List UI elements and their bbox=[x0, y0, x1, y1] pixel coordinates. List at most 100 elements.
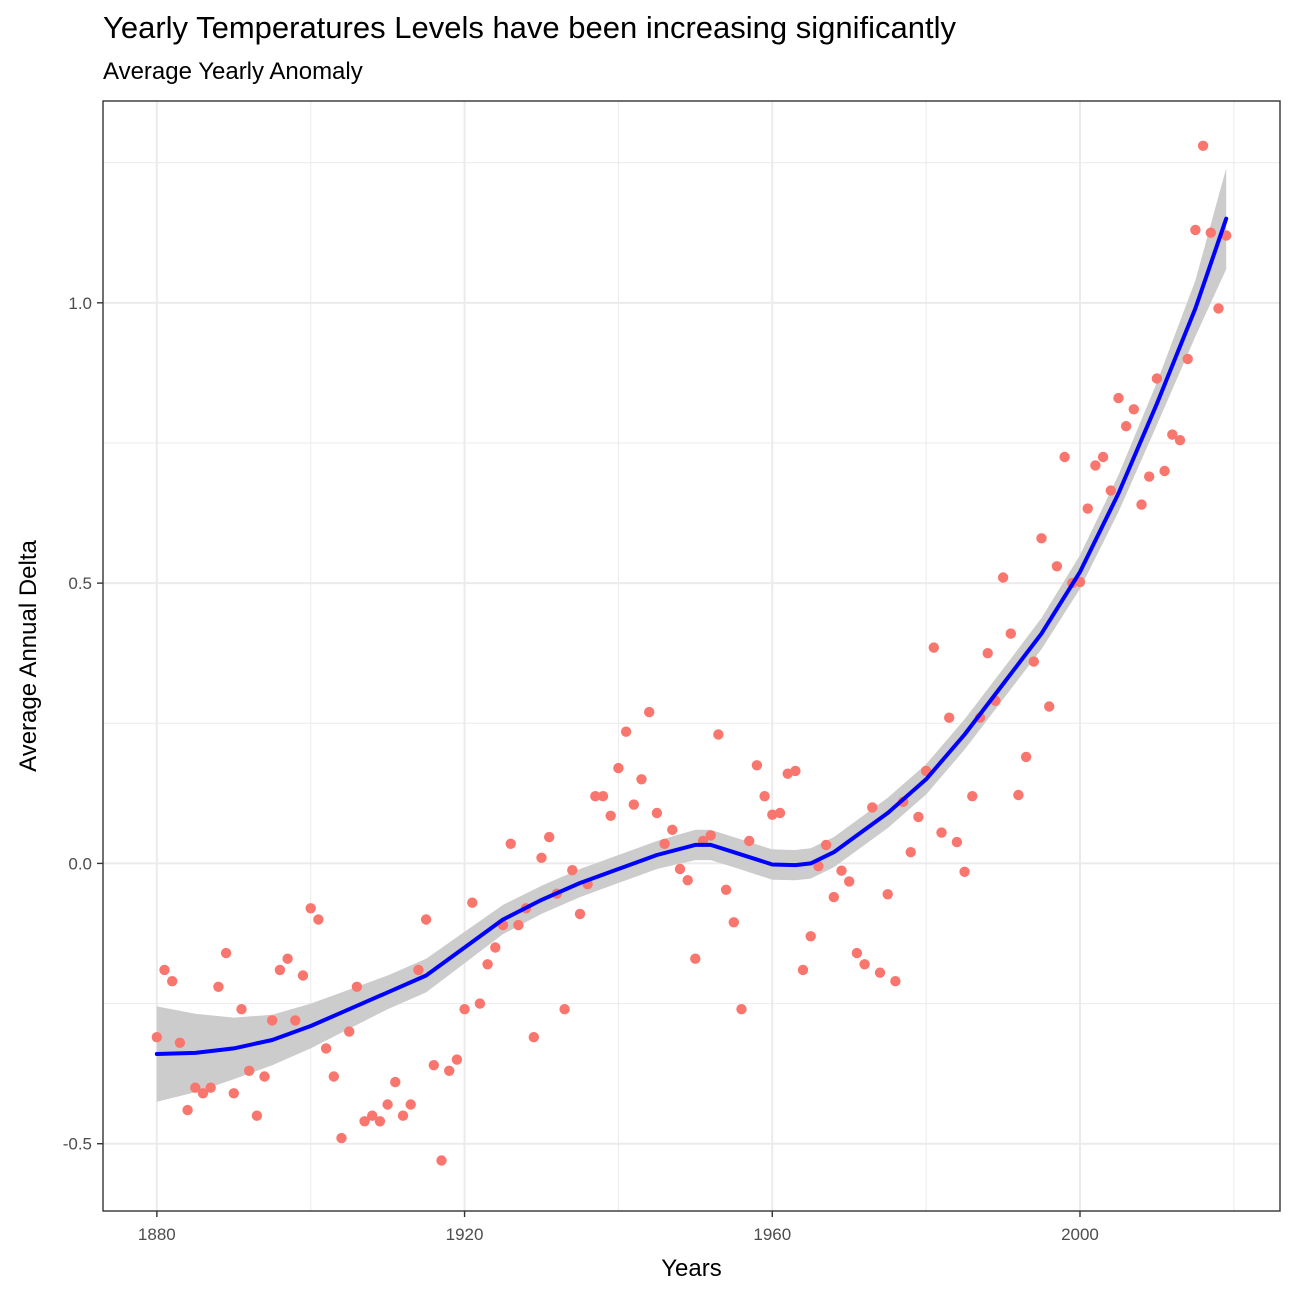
data-point bbox=[1159, 465, 1170, 477]
data-point bbox=[367, 1110, 378, 1121]
minor-grid-lines bbox=[103, 101, 1280, 1211]
chart-title: Yearly Temperatures Levels have been inc… bbox=[103, 10, 956, 45]
data-point bbox=[1151, 373, 1163, 384]
data-point bbox=[359, 1116, 370, 1127]
data-point bbox=[1182, 353, 1193, 365]
data-point bbox=[1136, 499, 1147, 510]
data-point bbox=[836, 865, 847, 876]
data-point bbox=[459, 1004, 470, 1015]
data-point bbox=[351, 981, 363, 992]
data-point bbox=[420, 914, 432, 925]
x-tick-label: 1880 bbox=[138, 1225, 176, 1244]
data-point bbox=[1059, 451, 1070, 463]
data-point bbox=[220, 947, 232, 959]
smooth-line bbox=[154, 216, 1229, 1056]
data-point bbox=[413, 964, 424, 976]
axis-ticks bbox=[97, 302, 1081, 1217]
x-tick-label: 1960 bbox=[753, 1225, 791, 1244]
data-point bbox=[336, 1132, 347, 1144]
data-point bbox=[820, 839, 832, 851]
data-point bbox=[1221, 230, 1232, 241]
data-point bbox=[1213, 303, 1224, 314]
data-point bbox=[636, 774, 647, 785]
data-point bbox=[1090, 460, 1101, 471]
data-point bbox=[882, 889, 893, 900]
data-point bbox=[320, 1043, 332, 1054]
data-point bbox=[759, 791, 770, 802]
smooth-line-layer bbox=[154, 216, 1229, 1056]
data-point bbox=[1128, 404, 1140, 415]
data-point bbox=[190, 1082, 201, 1093]
data-point bbox=[405, 1099, 416, 1110]
y-tick-label: 0.0 bbox=[68, 854, 92, 873]
data-point bbox=[444, 1065, 455, 1077]
x-axis-title: Years bbox=[661, 1255, 722, 1282]
data-point bbox=[182, 1104, 193, 1116]
data-point bbox=[1051, 561, 1063, 572]
data-point bbox=[205, 1082, 216, 1093]
data-point bbox=[605, 810, 616, 821]
data-point bbox=[1097, 451, 1109, 463]
data-point bbox=[428, 1060, 439, 1071]
data-point bbox=[328, 1071, 339, 1082]
y-tick-label: 0.5 bbox=[68, 574, 92, 593]
data-point bbox=[613, 762, 624, 774]
data-point bbox=[236, 1004, 247, 1015]
chart-subtitle: Average Yearly Anomaly bbox=[103, 58, 363, 85]
data-point bbox=[720, 884, 732, 895]
data-point bbox=[805, 931, 816, 942]
data-point bbox=[390, 1076, 401, 1088]
data-point bbox=[620, 726, 632, 737]
data-point bbox=[451, 1054, 463, 1065]
data-point bbox=[628, 799, 639, 810]
data-point bbox=[590, 791, 601, 802]
data-point bbox=[290, 1015, 301, 1026]
data-point bbox=[213, 981, 224, 992]
x-tick-label: 2000 bbox=[1061, 1225, 1099, 1244]
data-point bbox=[1120, 421, 1132, 432]
data-point bbox=[851, 947, 863, 959]
data-point bbox=[244, 1065, 255, 1077]
data-point bbox=[1205, 227, 1217, 238]
data-point bbox=[505, 838, 516, 849]
data-point bbox=[867, 802, 878, 813]
data-point bbox=[859, 959, 870, 970]
data-point bbox=[228, 1088, 239, 1099]
data-point bbox=[159, 964, 170, 976]
data-point bbox=[644, 706, 655, 718]
data-point bbox=[813, 861, 824, 872]
data-point bbox=[944, 712, 955, 723]
data-point bbox=[251, 1110, 263, 1121]
data-point bbox=[482, 959, 493, 970]
data-point bbox=[397, 1110, 409, 1121]
data-point bbox=[874, 967, 886, 978]
data-point bbox=[667, 824, 678, 835]
data-point bbox=[1082, 503, 1093, 514]
data-point bbox=[167, 976, 178, 987]
data-point bbox=[597, 791, 609, 802]
data-point bbox=[705, 830, 716, 841]
data-point bbox=[797, 964, 809, 976]
data-point bbox=[744, 835, 755, 847]
data-point bbox=[690, 953, 701, 964]
data-point bbox=[982, 648, 993, 659]
data-point bbox=[313, 914, 324, 925]
data-point bbox=[997, 572, 1009, 583]
data-point bbox=[528, 1032, 539, 1043]
data-point bbox=[1036, 533, 1047, 544]
data-point bbox=[467, 897, 478, 908]
data-point bbox=[1105, 485, 1117, 496]
data-point bbox=[951, 836, 963, 848]
data-point bbox=[297, 970, 309, 981]
data-point bbox=[574, 908, 586, 920]
data-point bbox=[651, 807, 663, 819]
data-point bbox=[274, 964, 286, 976]
data-point bbox=[828, 891, 839, 903]
data-point bbox=[967, 791, 978, 802]
data-point bbox=[1144, 471, 1155, 482]
data-point bbox=[1167, 429, 1178, 440]
x-tick-label: 1920 bbox=[446, 1225, 484, 1244]
data-point bbox=[1013, 789, 1024, 801]
data-point bbox=[544, 831, 555, 843]
